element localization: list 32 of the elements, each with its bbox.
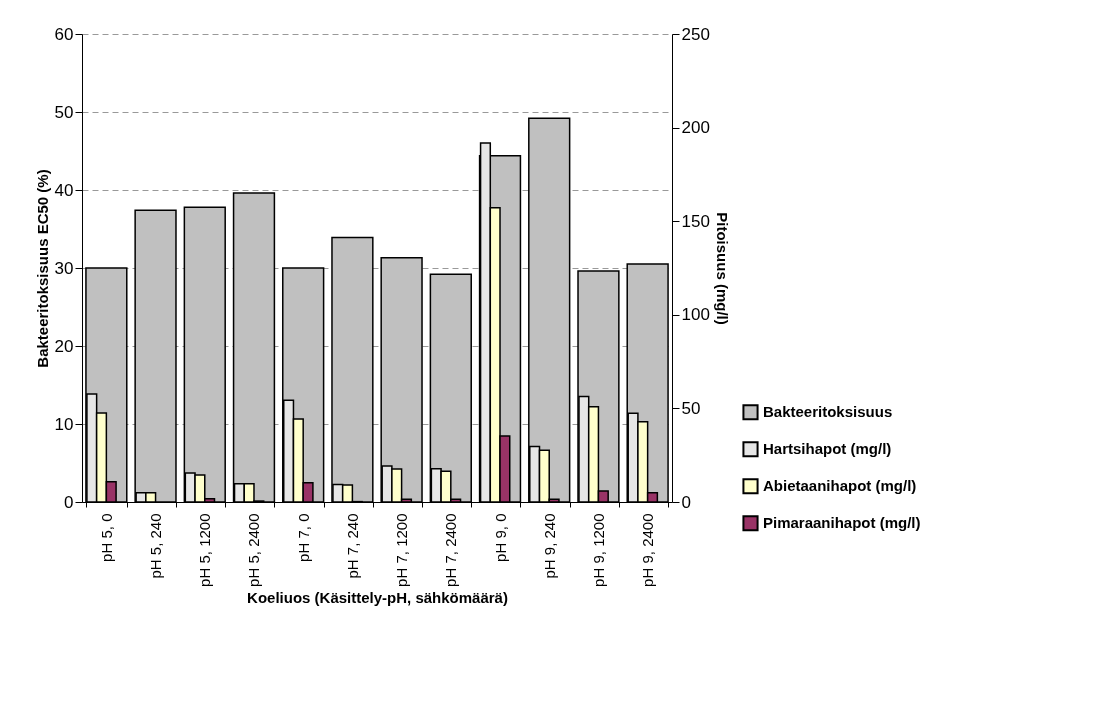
y-tick-label: 10 [54,414,74,434]
y2-tick-label: 100 [681,305,710,325]
legend-label: Bakteeritoksisuus [763,403,893,421]
y-axis-title: Bakteeritoksisuus EC50 (%) [33,169,51,368]
x-tick-label: pH 7, 1200 [393,513,411,587]
y2-axis-title: Pitoisuus (mg/l) [713,212,731,325]
y2-tick-label: 50 [681,398,701,418]
y-tick-label: 40 [54,180,74,200]
y2-tick-label: 250 [681,24,710,44]
x-tick-label: pH 5, 2400 [245,513,263,587]
x-tick-label: pH 5, 0 [97,513,115,562]
x-tick-label: pH 7, 2400 [442,513,460,587]
legend-label: Hartsihapot (mg/l) [763,440,892,458]
x-tick-label: pH 5, 240 [147,513,165,579]
x-tick-label: pH 7, 0 [294,513,312,562]
y2-tick-label: 0 [681,492,691,512]
y2-tick-label: 200 [681,118,710,138]
y2-tick-label: 150 [681,211,710,231]
legend-label: Pimaraanihapot (mg/l) [763,514,921,532]
y-tick-label: 0 [64,492,74,512]
y-tick-label: 20 [54,336,74,356]
y-tick-label: 50 [54,102,74,122]
x-tick-label: pH 9, 1200 [589,513,607,587]
x-tick-label: pH 9, 2400 [639,513,657,587]
x-tick-label: pH 5, 1200 [196,513,214,587]
y-tick-label: 30 [54,258,74,278]
y-tick-label: 60 [54,24,74,44]
x-axis-title: Koeliuos (Käsittely-pH, sähkömäärä) [247,588,508,606]
x-tick-label: pH 7, 240 [343,513,361,579]
legend-label: Abietaanihapot (mg/l) [763,477,917,495]
x-tick-label: pH 9, 240 [540,513,558,579]
x-tick-label: pH 9, 0 [491,513,509,562]
